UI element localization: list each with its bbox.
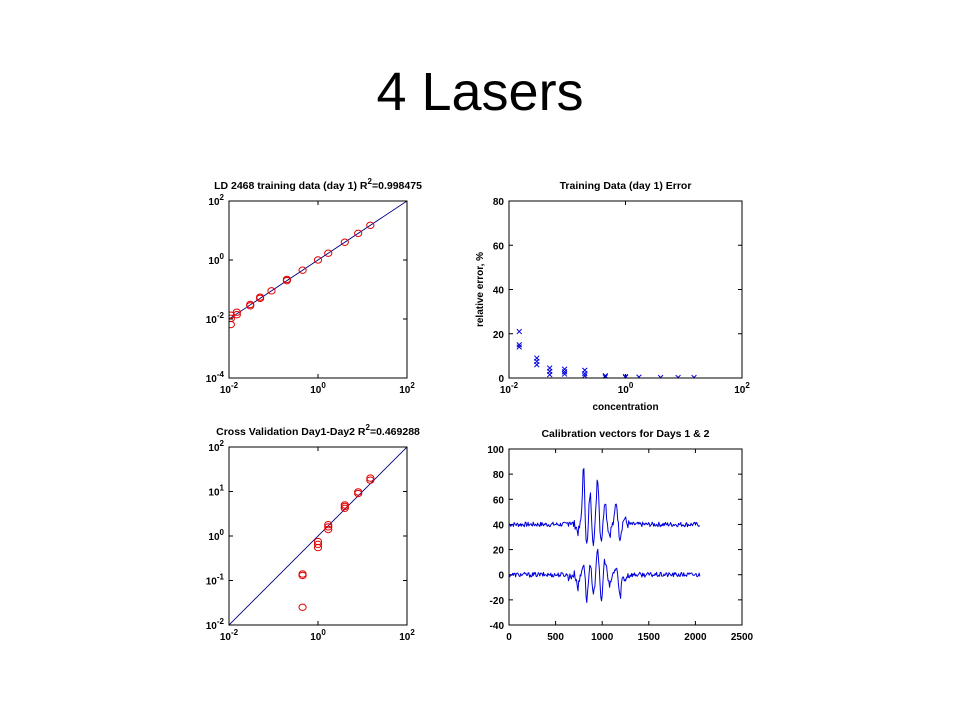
- chart-panel-2: Training Data (day 1) Error 10-2 100 102 0 20…: [475, 180, 750, 413]
- data-point: [561, 369, 568, 375]
- series-line-1: [509, 468, 701, 547]
- tick-label: 0: [506, 632, 512, 643]
- axes-frame: [508, 200, 743, 379]
- data-point: [282, 275, 291, 284]
- tick-label: 10-2: [220, 628, 239, 643]
- tick-label: 0: [498, 571, 504, 582]
- tick-label: 40: [493, 286, 505, 297]
- tick-label: 100: [310, 628, 326, 643]
- slide-title: 4 Lasers: [376, 62, 584, 122]
- data-point: [256, 293, 265, 301]
- data-point: [324, 249, 333, 257]
- data-point: [354, 229, 363, 238]
- tick-label: 40: [493, 520, 505, 531]
- tick-label: 10-2: [206, 617, 225, 632]
- tick-label: 60: [493, 495, 505, 506]
- axes-frame: [228, 200, 408, 379]
- data-point: [229, 320, 235, 329]
- panel-title: Cross Validation Day1-Day2 R2=0.469288: [216, 423, 420, 438]
- data-point: [622, 374, 629, 378]
- data-point: [229, 314, 235, 323]
- fit-line: [229, 201, 407, 320]
- panel-title: Calibration vectors for Days 1 & 2: [541, 428, 709, 440]
- axes-frame: [508, 448, 743, 626]
- data-point: [582, 373, 588, 378]
- tick-label: 1000: [591, 632, 614, 643]
- tick-label: 100: [208, 252, 224, 267]
- plot-area: [229, 447, 407, 625]
- tick-label: -40: [490, 621, 505, 632]
- tick-label: 80: [493, 470, 505, 481]
- data-point: [602, 374, 609, 378]
- tick-label: 80: [493, 197, 505, 208]
- panel-title: Training Data (day 1) Error: [560, 180, 692, 192]
- plot-area: [229, 201, 407, 329]
- tick-label: 1500: [638, 632, 661, 643]
- tick-label: 20: [493, 546, 505, 557]
- chart-panel-1: LD 2468 training data (day 1) R2=0.99847…: [206, 177, 422, 396]
- tick-label: 102: [208, 193, 224, 208]
- data-point: [298, 266, 307, 274]
- data-point: [534, 361, 540, 368]
- tick-label: 101: [208, 484, 224, 499]
- tick-label: 10-1: [206, 573, 225, 588]
- tick-label: 20: [493, 330, 505, 341]
- data-point: [340, 501, 349, 509]
- tick-label: 10-2: [220, 381, 239, 396]
- data-point: [324, 520, 333, 529]
- data-point: [313, 540, 323, 549]
- fit-line: [229, 447, 407, 625]
- data-point: [636, 374, 642, 378]
- tick-label: 500: [547, 632, 564, 643]
- data-point: [340, 238, 349, 246]
- chart-panel-3: Cross Validation Day1-Day2 R2=0.46928810…: [206, 423, 420, 643]
- plot-area: [516, 328, 697, 378]
- series-line-2: [509, 548, 701, 603]
- y-axis-label: relative error, %: [475, 252, 486, 327]
- tick-label: 10-4: [206, 370, 225, 385]
- data-point: [516, 342, 523, 348]
- data-point: [354, 488, 363, 496]
- data-point: [516, 328, 523, 335]
- plot-area: [509, 468, 701, 603]
- data-point: [246, 300, 255, 309]
- data-point: [232, 310, 241, 319]
- data-point: [366, 221, 375, 230]
- tick-label: 2500: [731, 632, 754, 643]
- axes-frame: [228, 446, 408, 626]
- data-point: [516, 344, 523, 350]
- data-point: [313, 537, 323, 546]
- data-point: [366, 474, 375, 482]
- tick-label: 60: [493, 241, 505, 252]
- tick-label: 2000: [684, 632, 707, 643]
- tick-label: 102: [399, 628, 415, 643]
- data-point: [232, 308, 241, 316]
- chart-panel-4: Calibration vectors for Days 1 & 2 0 500 10…: [487, 428, 753, 643]
- data-point: [602, 373, 609, 378]
- tick-label: 102: [399, 381, 415, 396]
- x-axis-label: concentration: [592, 402, 658, 413]
- tick-label: 100: [208, 528, 224, 543]
- tick-label: 100: [310, 381, 326, 396]
- data-point: [324, 525, 333, 534]
- tick-label: 10-2: [206, 311, 225, 326]
- panel-title: LD 2468 training data (day 1) R2=0.99847…: [214, 177, 422, 192]
- tick-label: 102: [734, 381, 750, 396]
- data-point: [267, 287, 276, 295]
- tick-label: 100: [618, 381, 634, 396]
- data-point: [298, 603, 307, 611]
- data-point: [546, 371, 553, 378]
- data-point: [561, 371, 568, 377]
- data-point: [324, 523, 333, 531]
- tick-label: 100: [487, 445, 504, 456]
- tick-label: -20: [490, 596, 505, 607]
- tick-label: 10-2: [500, 381, 519, 396]
- data-point: [298, 570, 307, 578]
- data-point: [313, 256, 323, 264]
- data-point: [582, 370, 588, 377]
- tick-label: 102: [208, 439, 224, 454]
- tick-label: 0: [498, 374, 504, 385]
